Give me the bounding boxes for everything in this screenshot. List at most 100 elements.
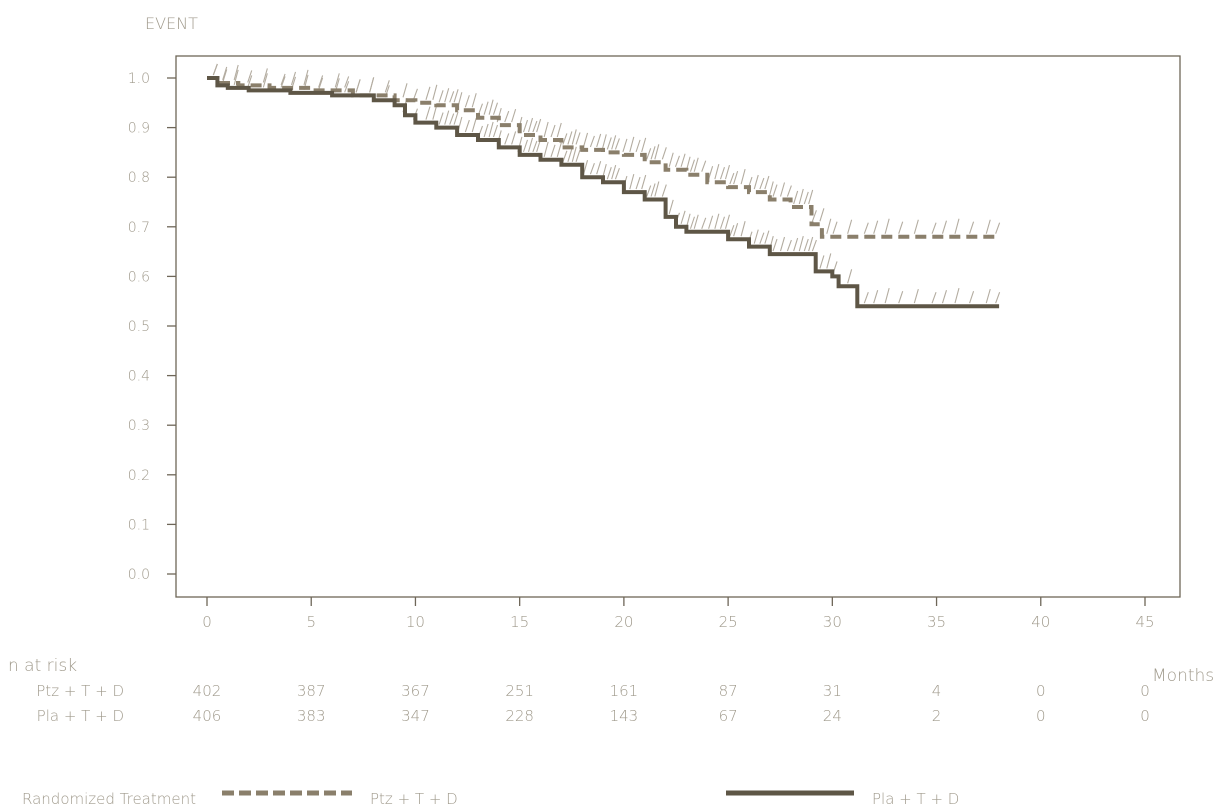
censor-mark <box>772 238 778 252</box>
x-tick-label: 25 <box>719 613 738 631</box>
censor-mark <box>714 213 720 229</box>
censor-mark <box>471 117 477 133</box>
censor-mark <box>556 122 562 138</box>
censor-mark <box>740 221 746 237</box>
censor-mark <box>819 208 825 222</box>
censor-mark <box>661 147 667 160</box>
censor-mark <box>759 232 765 244</box>
series-line-ptz <box>207 76 1000 239</box>
risk-value: 0 <box>1140 707 1150 725</box>
censor-mark <box>641 137 647 153</box>
censor-mark <box>635 139 641 153</box>
censor-mark <box>819 255 825 269</box>
censor-mark <box>527 117 534 133</box>
censor-mark <box>863 291 869 304</box>
risk-value: 402 <box>193 682 222 700</box>
y-tick-label: 0.0 <box>128 567 150 583</box>
plot-frame <box>175 55 1181 598</box>
x-tick-label: 40 <box>1031 613 1050 631</box>
censor-mark <box>606 137 612 150</box>
censor-mark <box>629 136 635 153</box>
y-tick-label: 0.1 <box>128 517 150 533</box>
censor-mark <box>985 289 991 304</box>
censor-mark <box>511 108 517 123</box>
censor-mark <box>729 225 735 237</box>
censor-mark <box>884 218 890 234</box>
x-tick-label: 30 <box>823 613 842 631</box>
censor-mark <box>779 182 786 197</box>
censor-mark <box>606 166 612 180</box>
censor-mark <box>884 288 890 304</box>
censor-mark <box>589 163 595 175</box>
censor-mark <box>504 133 510 145</box>
censor-mark <box>680 153 686 167</box>
risk-value: 24 <box>823 707 842 725</box>
censor-mark <box>589 135 595 148</box>
censor-mark <box>344 76 350 88</box>
censor-marks <box>212 63 1001 304</box>
censor-mark <box>969 290 975 304</box>
censor-mark <box>596 133 602 148</box>
y-tick-label: 0.4 <box>128 369 150 385</box>
y-tick-label: 0.6 <box>128 269 150 285</box>
censor-mark <box>571 146 577 162</box>
censor-mark <box>488 121 494 138</box>
censor-mark <box>318 75 324 88</box>
censor-mark <box>596 161 602 175</box>
censor-mark <box>556 142 562 157</box>
risk-value: 383 <box>297 707 326 725</box>
censor-mark <box>614 138 620 150</box>
y-axis-title: EVENT <box>145 14 198 33</box>
censor-mark <box>355 79 361 93</box>
risk-value: 0 <box>1036 682 1046 700</box>
censor-mark <box>826 253 832 269</box>
censor-mark <box>680 210 686 224</box>
censor-mark <box>931 291 937 304</box>
censor-mark <box>719 216 726 229</box>
censor-mark <box>654 144 660 160</box>
x-tick-label: 45 <box>1135 613 1154 631</box>
censor-mark <box>543 121 549 138</box>
censor-mark <box>729 172 735 185</box>
censor-mark <box>995 222 1001 234</box>
censor-mark <box>913 219 919 234</box>
censor-mark <box>646 148 652 160</box>
censor-mark <box>808 236 814 252</box>
censor-mark <box>724 214 731 229</box>
censor-mark <box>629 173 635 190</box>
censor-mark <box>425 106 431 120</box>
series-line-pla <box>207 76 1000 309</box>
censor-mark <box>280 76 286 88</box>
risk-value: 251 <box>505 682 534 700</box>
censor-mark <box>567 131 573 145</box>
censor-mark <box>550 124 556 138</box>
censor-mark <box>786 239 792 252</box>
censor-mark <box>532 140 538 153</box>
censor-mark <box>719 166 726 180</box>
censor-mark <box>262 68 268 83</box>
censor-mark <box>826 218 832 234</box>
censor-mark <box>622 138 628 153</box>
censor-mark <box>471 93 477 108</box>
legend-label-ptz: Ptz + T + D <box>370 790 458 808</box>
censor-mark <box>453 111 459 125</box>
censor-mark <box>303 69 309 86</box>
censor-mark <box>432 84 438 100</box>
x-tick-label: 35 <box>927 613 946 631</box>
risk-value: 406 <box>193 707 222 725</box>
y-tick-label: 1.0 <box>128 71 150 87</box>
censor-mark <box>674 155 680 167</box>
censor-mark <box>954 288 960 304</box>
censor-mark <box>803 191 809 205</box>
censor-mark <box>575 132 581 145</box>
censor-mark <box>611 135 617 150</box>
censor-mark <box>714 164 720 180</box>
censor-mark <box>583 132 589 148</box>
censor-mark <box>334 73 340 88</box>
censor-mark <box>693 214 699 229</box>
censor-mark <box>832 221 838 234</box>
censor-mark <box>733 170 739 185</box>
censor-mark <box>527 137 534 153</box>
